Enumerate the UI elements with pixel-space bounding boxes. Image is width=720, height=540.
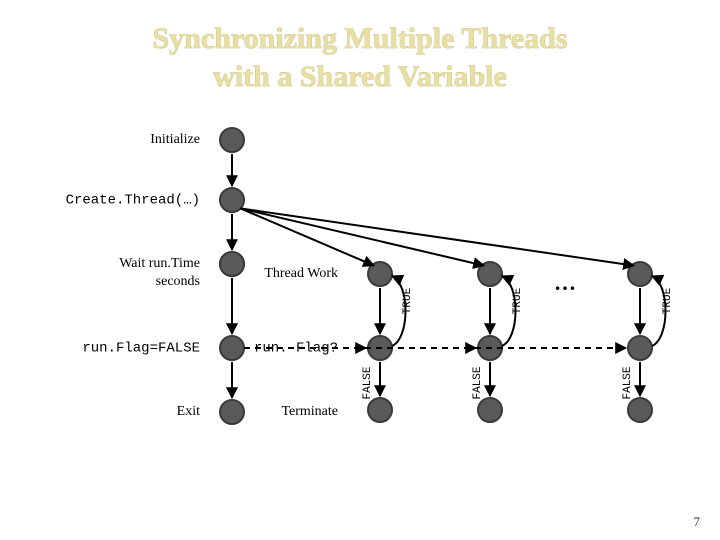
svg-text:Exit: Exit	[177, 404, 200, 419]
svg-text:TRUE: TRUE	[662, 287, 674, 314]
svg-text:TRUE: TRUE	[402, 287, 414, 314]
svg-text:FALSE: FALSE	[362, 366, 374, 399]
svg-text:Thread Work: Thread Work	[264, 266, 338, 281]
diagram-canvas: Synchronizing Multiple Threads with a Sha…	[0, 0, 720, 540]
svg-text:run. Flag?: run. Flag?	[254, 341, 338, 357]
svg-text:…: …	[554, 270, 576, 295]
svg-text:TRUE: TRUE	[512, 287, 524, 314]
svg-text:Create.Thread(…): Create.Thread(…)	[66, 193, 200, 209]
svg-text:Terminate: Terminate	[281, 404, 338, 419]
svg-text:Synchronizing Multiple Threads: Synchronizing Multiple Threads	[152, 22, 567, 55]
page-number: 7	[694, 514, 701, 530]
svg-text:run.Flag=FALSE: run.Flag=FALSE	[82, 341, 200, 357]
svg-text:seconds: seconds	[156, 274, 200, 289]
svg-text:with a Shared Variable: with a Shared Variable	[213, 60, 507, 93]
svg-text:FALSE: FALSE	[472, 366, 484, 399]
svg-text:Initialize: Initialize	[150, 132, 200, 147]
svg-text:FALSE: FALSE	[622, 366, 634, 399]
svg-text:Wait run.Time: Wait run.Time	[119, 256, 200, 271]
